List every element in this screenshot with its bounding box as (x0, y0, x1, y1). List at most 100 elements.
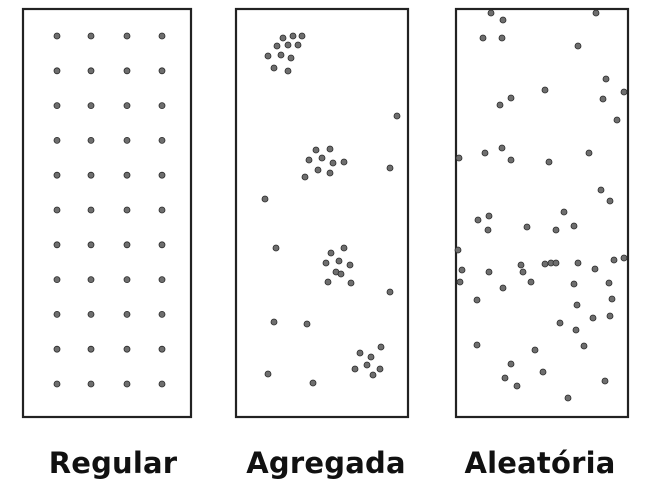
random-dot (485, 268, 493, 276)
aggregated-dot (284, 41, 292, 49)
aggregated-dot (326, 169, 334, 177)
random-dot (473, 341, 481, 349)
aggregated-dot (376, 365, 384, 373)
random-dot (539, 368, 547, 376)
regular-dot (123, 276, 131, 284)
regular-dot (158, 136, 166, 144)
regular-dot (123, 241, 131, 249)
aggregated-dot (294, 41, 302, 49)
random-dot (620, 254, 628, 262)
random-dot (519, 268, 527, 276)
regular-dot (87, 380, 95, 388)
aggregated-dot (277, 51, 285, 59)
regular-dot (158, 310, 166, 318)
aggregated-dot (312, 146, 320, 154)
regular-dot (87, 241, 95, 249)
regular-dot (53, 136, 61, 144)
random-dot (484, 226, 492, 234)
regular-dot (158, 380, 166, 388)
random-dot (608, 295, 616, 303)
random-dot (574, 259, 582, 267)
aggregated-dot (270, 318, 278, 326)
random-label: Aleatória (464, 446, 616, 480)
random-dot (610, 256, 618, 264)
aggregated-dot (287, 54, 295, 62)
aggregated-dot (327, 249, 335, 257)
random-dot (602, 75, 610, 83)
aggregated-dot (309, 379, 317, 387)
random-dot (572, 326, 580, 334)
random-dot (552, 259, 560, 267)
random-dot (580, 342, 588, 350)
regular-dot (87, 206, 95, 214)
random-dot (620, 88, 628, 96)
random-dot (499, 16, 507, 24)
aggregated-frame (234, 7, 410, 419)
regular-dot (123, 310, 131, 318)
random-dot (601, 377, 609, 385)
random-dot (605, 279, 613, 287)
random-dot (513, 382, 521, 390)
regular-dot (53, 171, 61, 179)
regular-dot (53, 32, 61, 40)
random-dot (541, 86, 549, 94)
aggregated-dot (279, 34, 287, 42)
random-dot (454, 246, 462, 254)
regular-dot (123, 32, 131, 40)
aggregated-dot (386, 288, 394, 296)
regular-dot (123, 136, 131, 144)
random-dot (599, 95, 607, 103)
aggregated-dot (377, 343, 385, 351)
aggregated-dot (393, 112, 401, 120)
regular-dot (53, 102, 61, 109)
regular-dot (158, 171, 166, 179)
random-dot (496, 101, 504, 109)
regular-dot (123, 380, 131, 388)
regular-dot (158, 206, 166, 214)
aggregated-label: Agregada (246, 446, 406, 480)
aggregated-dot (337, 270, 345, 278)
aggregated-dot (329, 159, 337, 167)
aggregated-dot (346, 261, 354, 269)
regular-dot (87, 67, 95, 75)
random-dot (570, 222, 578, 230)
regular-dot (53, 241, 61, 249)
random-dot (473, 296, 481, 304)
random-dot (474, 216, 482, 224)
regular-dot (53, 276, 61, 284)
random-dot (499, 284, 507, 292)
random-dot (507, 360, 515, 368)
aggregated-dot (324, 278, 332, 286)
random-dot (485, 212, 493, 220)
random-dot (589, 314, 597, 322)
aggregated-dot (270, 64, 278, 72)
distribution-figure (21, 7, 630, 419)
regular-dot (87, 345, 95, 353)
regular-dot (53, 380, 61, 388)
regular-dot (158, 241, 166, 249)
random-dot (456, 278, 464, 286)
random-dot (541, 260, 549, 268)
aggregated-dot (301, 173, 309, 181)
aggregated-dot (318, 154, 326, 162)
regular-dot (87, 136, 95, 144)
regular-panel (21, 7, 193, 419)
regular-dot (87, 32, 95, 40)
aggregated-dot (340, 244, 348, 252)
aggregated-panel (234, 7, 410, 419)
random-dot (606, 312, 614, 320)
aggregated-dot (356, 349, 364, 357)
regular-dot (158, 345, 166, 353)
aggregated-dot (303, 320, 311, 328)
random-dot (458, 266, 466, 274)
regular-dot (158, 276, 166, 284)
aggregated-dot (322, 259, 330, 267)
random-dot (564, 394, 572, 402)
random-dot (479, 34, 487, 42)
aggregated-dot (335, 257, 343, 265)
regular-dot (123, 171, 131, 179)
random-dot (591, 265, 599, 273)
aggregated-dot (298, 32, 306, 40)
random-panel (454, 7, 630, 419)
aggregated-dot (284, 67, 292, 75)
